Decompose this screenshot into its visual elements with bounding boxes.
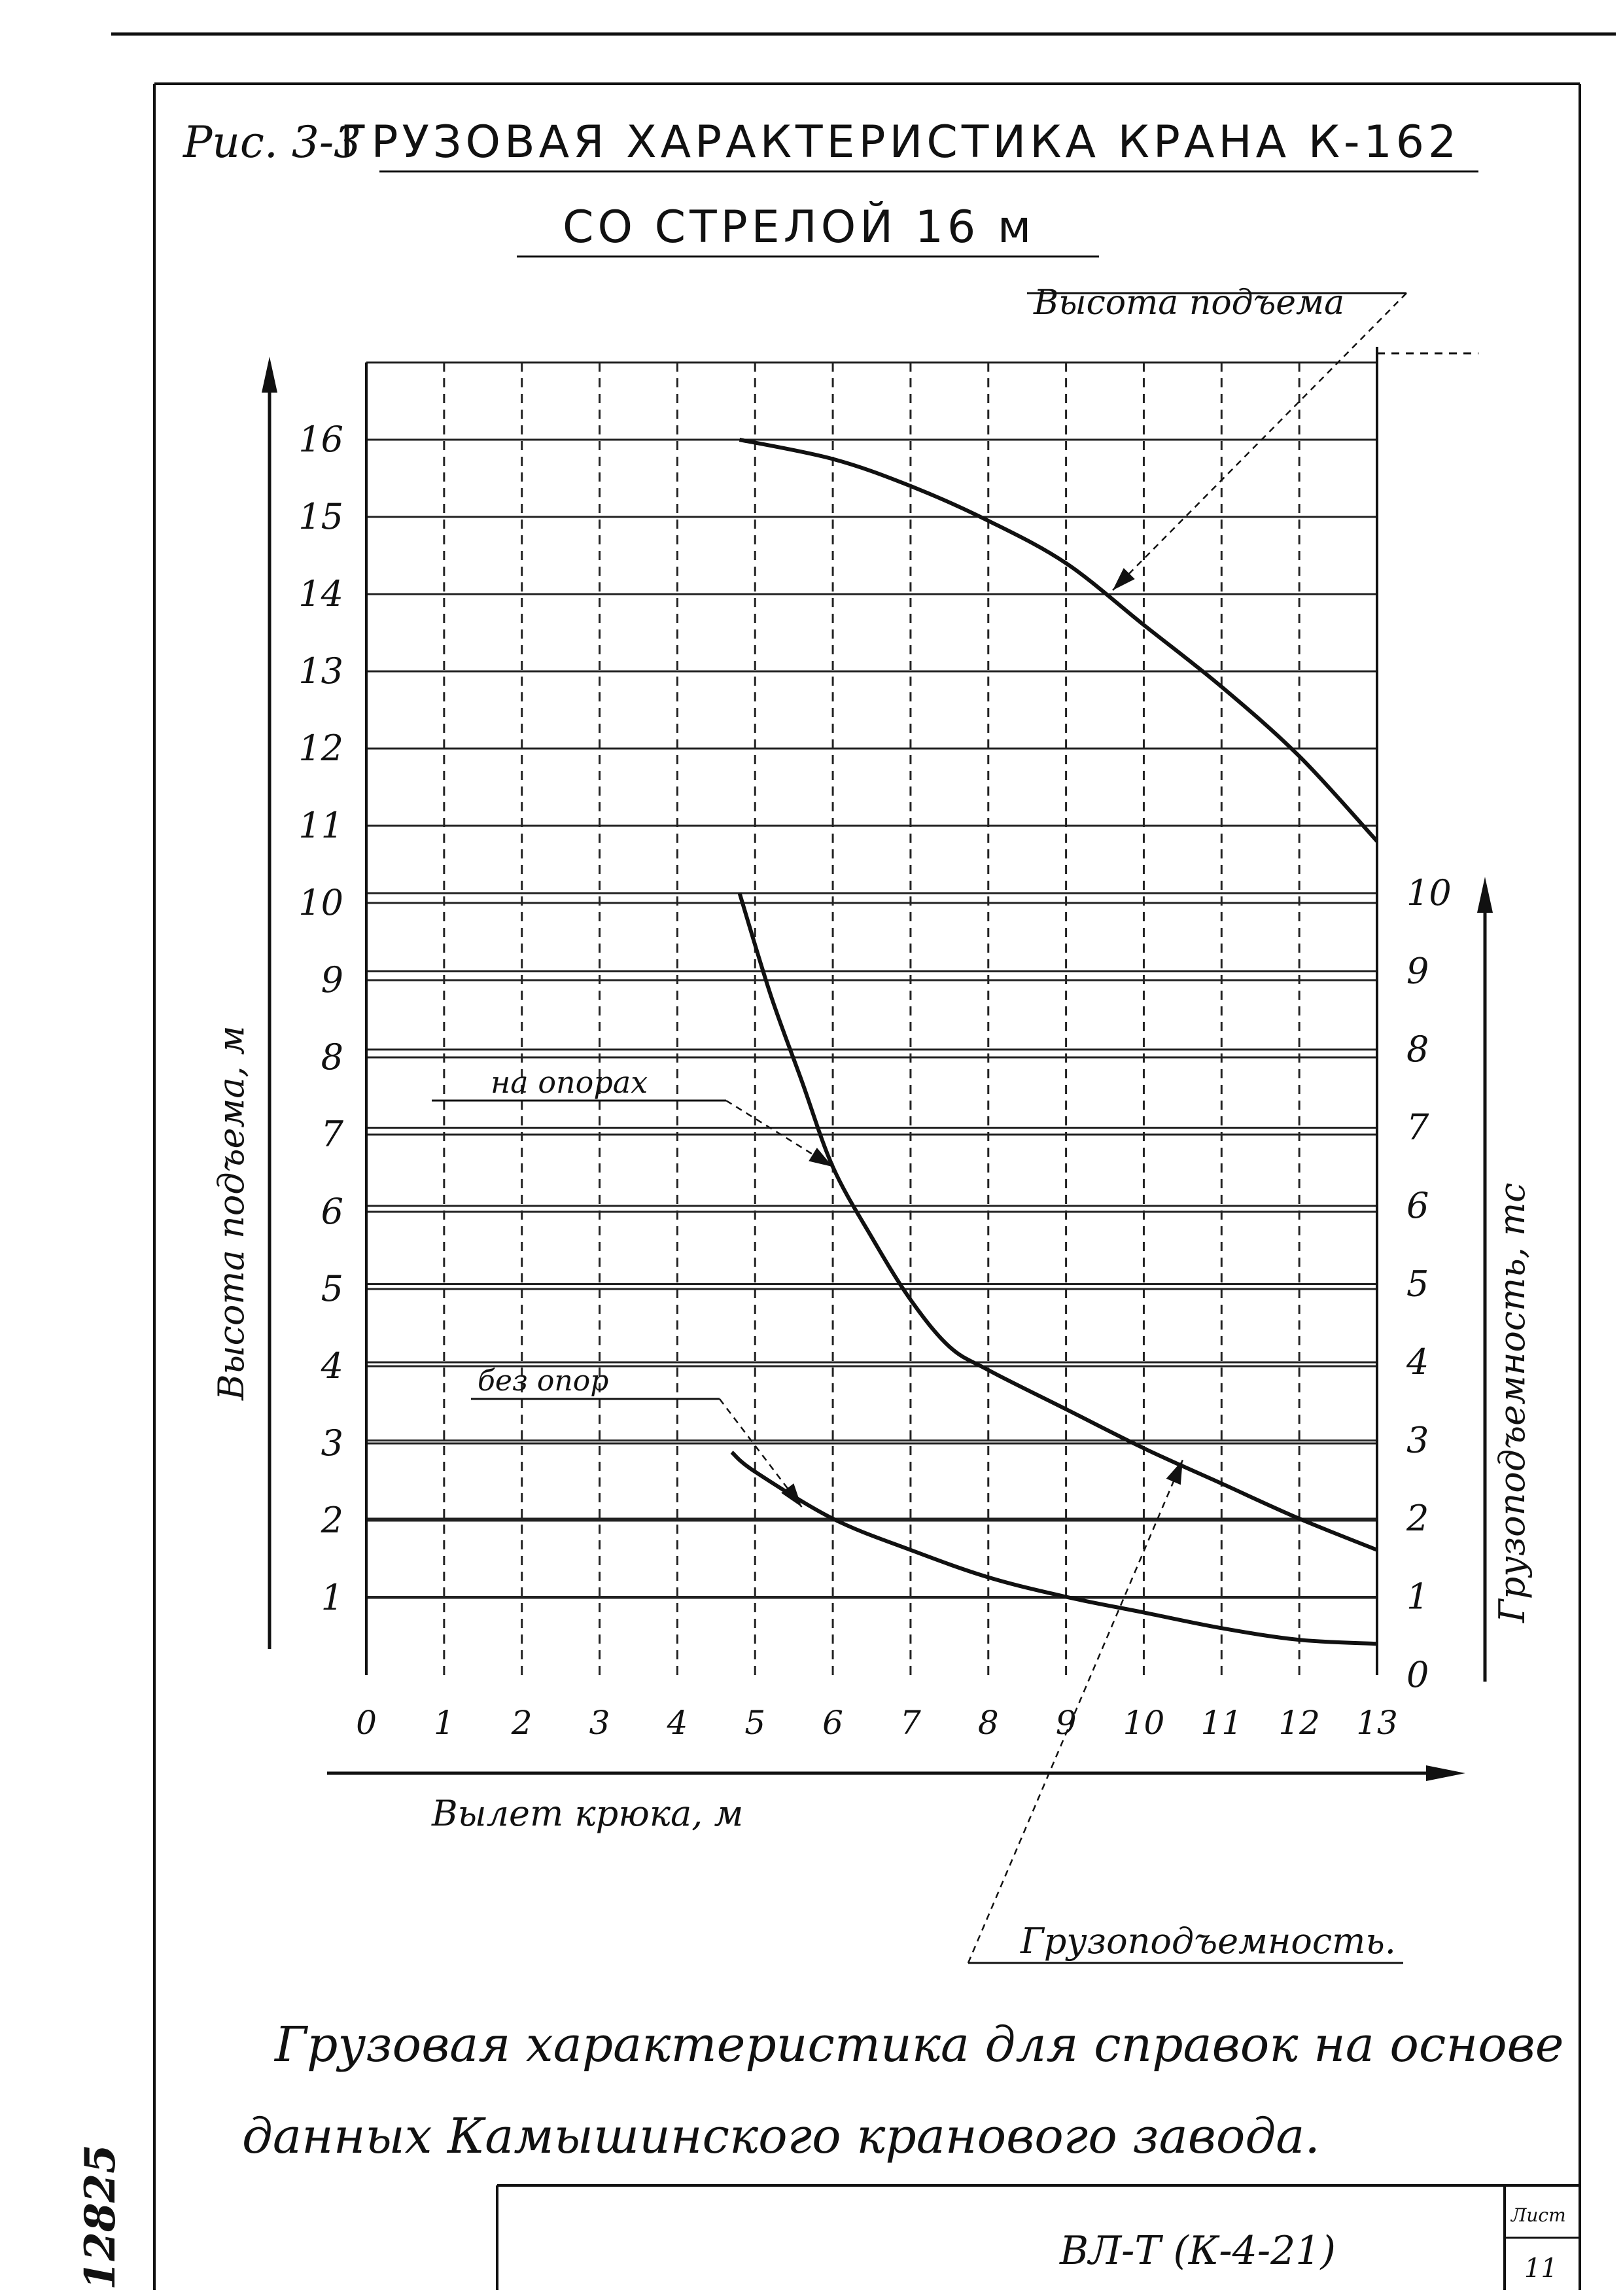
left-y-tick-label: 9: [321, 959, 343, 1000]
annotation-capacity: Грузоподъемность.: [1020, 1920, 1396, 1962]
y-axis-right-arrow: [1477, 877, 1493, 913]
right-y-tick-label: 6: [1406, 1185, 1429, 1226]
leader-capacity-arrowhead: [1166, 1460, 1183, 1485]
x-tick-label: 13: [1356, 1704, 1398, 1742]
leader-without-outriggers-arrowhead: [781, 1483, 802, 1508]
leader-on-outriggers-arrowhead: [809, 1148, 833, 1167]
right-y-tick-label: 5: [1406, 1263, 1429, 1305]
left-y-tick-label: 1: [321, 1577, 343, 1618]
x-tick-label: 9: [1056, 1704, 1077, 1742]
sheet-number: 11: [1524, 2253, 1558, 2284]
annotation-leaders: [432, 292, 1407, 1964]
right-y-tick-label: 0: [1406, 1654, 1429, 1695]
x-tick-label: 10: [1123, 1704, 1165, 1742]
note-line-2: данных Камышинского кранового завода.: [242, 2108, 1320, 2164]
left-y-tick-label: 11: [298, 805, 343, 846]
left-y-tick-label: 8: [321, 1036, 343, 1078]
annotation-on-outriggers: на опорах: [491, 1065, 648, 1100]
series-height-curve: [739, 438, 1379, 843]
annotation-without-outriggers: без опор: [478, 1364, 608, 1398]
x-tick-label: 12: [1278, 1704, 1320, 1742]
leader-height: [1112, 292, 1407, 591]
x-axis-label: Вылет крюка, м: [431, 1793, 743, 1834]
right-y-tick-label: 2: [1406, 1498, 1429, 1539]
y-axis-left-label: Высота подъема, м: [211, 1025, 252, 1401]
y-axis-right-label: Грузоподъемность, тс: [1492, 1182, 1533, 1623]
left-y-tick-label: 10: [298, 882, 343, 923]
x-tick-label: 0: [356, 1704, 377, 1742]
chart-axes: [262, 347, 1493, 1781]
right-y-tick-label: 7: [1406, 1107, 1429, 1148]
annotation-height: Высота подъема: [1033, 283, 1344, 323]
right-y-tick-labels: 0 1 2 3 4 5 6 7 8 9 10: [1406, 872, 1452, 1695]
series-capacity-no-outriggers: [730, 1451, 1378, 1646]
y-axis-left-arrow: [262, 357, 277, 393]
leader-on-outriggers: [725, 1099, 833, 1168]
leader-capacity: [967, 1459, 1184, 1964]
right-y-tick-label: 9: [1406, 951, 1429, 992]
left-y-tick-label: 4: [321, 1345, 343, 1386]
figure-label: Рис. 3-3: [183, 117, 361, 168]
left-y-tick-label: 3: [321, 1422, 343, 1464]
right-y-tick-label: 10: [1406, 872, 1452, 913]
x-tick-label: 2: [511, 1704, 532, 1742]
x-tick-label: 6: [822, 1704, 843, 1742]
title-block: ВЛ-Т (К-4-21) Лист 11: [496, 2184, 1580, 2290]
right-y-tick-label: 1: [1406, 1576, 1429, 1617]
left-y-tick-label: 15: [298, 496, 343, 537]
x-tick-label: 5: [744, 1704, 765, 1742]
left-y-tick-label: 14: [298, 573, 343, 614]
load-chart: 0 1 2 3 4 5 6 7 8 9 10 11 12 13 123456789101112131415…: [211, 283, 1533, 1964]
right-y-tick-label: 4: [1406, 1341, 1429, 1383]
left-y-tick-label: 6: [321, 1191, 343, 1232]
document-code: ВЛ-Т (К-4-21): [1059, 2228, 1336, 2274]
left-y-tick-label: 16: [298, 419, 343, 460]
x-tick-labels: 0 1 2 3 4 5 6 7 8 9 10 11 12 13: [356, 1704, 1398, 1742]
sheet-label: Лист: [1510, 2204, 1566, 2226]
right-y-tick-label: 8: [1406, 1029, 1429, 1070]
chart-series: [730, 438, 1379, 1646]
x-tick-label: 11: [1200, 1704, 1242, 1742]
leader-height-arrowhead: [1112, 568, 1135, 591]
left-y-tick-label: 5: [321, 1268, 343, 1309]
chart-grid: [365, 361, 1378, 1675]
x-tick-label: 3: [589, 1704, 610, 1742]
series-capacity-outriggers: [737, 892, 1378, 1552]
x-tick-label: 7: [900, 1704, 921, 1742]
left-y-tick-label: 7: [321, 1114, 344, 1155]
left-y-tick-label: 12: [298, 728, 343, 769]
note-line-1: Грузовая характеристика для справок на о…: [273, 2017, 1564, 2073]
x-tick-label: 8: [978, 1704, 999, 1742]
x-tick-label: 4: [666, 1704, 688, 1742]
right-y-tick-label: 3: [1406, 1420, 1429, 1461]
x-tick-label: 1: [434, 1704, 455, 1742]
margin-number: 12825: [76, 2144, 125, 2290]
x-axis-arrow: [1426, 1765, 1465, 1781]
figure-title-line2: СО СТРЕЛОЙ 16 м: [563, 201, 1035, 253]
figure-title-line1: ГРУЗОВАЯ ХАРАКТЕРИСТИКА КРАНА К-162: [340, 116, 1460, 168]
left-y-tick-label: 2: [321, 1500, 343, 1541]
left-y-tick-label: 13: [298, 650, 343, 692]
